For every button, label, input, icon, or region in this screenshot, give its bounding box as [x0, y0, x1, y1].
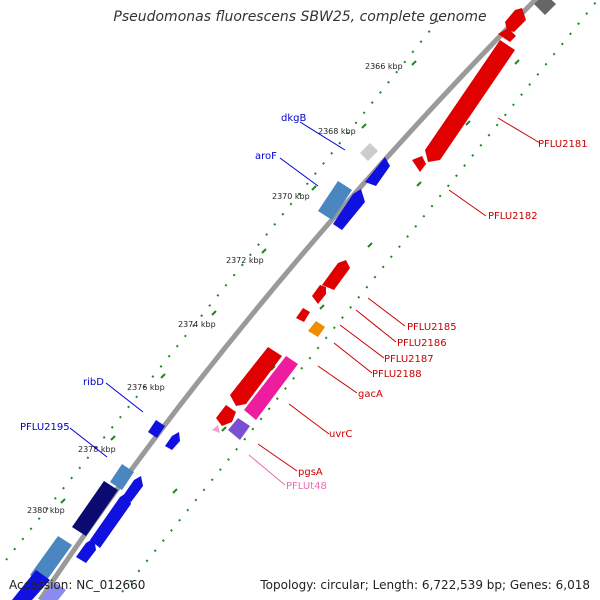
kbp-label: 2374 kbp — [178, 320, 216, 329]
gene-forward[interactable] — [76, 538, 96, 563]
gene-PFLU2187[interactable] — [296, 308, 310, 322]
gene-forward[interactable] — [40, 582, 66, 600]
gene-label: PFLU2186 — [397, 338, 447, 349]
map-title: Pseudomonas fluorescens SBW25, complete … — [113, 9, 487, 25]
gene-forward[interactable] — [365, 157, 390, 186]
gene-gacA[interactable] — [230, 347, 282, 406]
gene-uvrC[interactable] — [244, 356, 298, 420]
kbp-label: 2376 kbp — [127, 383, 165, 392]
gene-forward[interactable] — [12, 570, 50, 600]
gene-label: PFLUt48 — [286, 481, 327, 492]
topology-summary: Topology: circular; Length: 6,722,539 bp… — [260, 578, 590, 592]
gene-dkgB[interactable] — [360, 143, 378, 161]
gene-PFLU2186[interactable] — [312, 285, 326, 304]
gene-aroF[interactable] — [318, 181, 352, 220]
gene-PFLU2195[interactable] — [110, 464, 134, 490]
gene-label: gacA — [358, 389, 383, 400]
gene-reverse[interactable] — [498, 28, 516, 42]
gene-label: dkgB — [281, 113, 306, 124]
gene-forward[interactable] — [90, 492, 131, 548]
gene-PFLU2185[interactable] — [322, 260, 350, 290]
gene-label: PFLU2187 — [384, 354, 434, 365]
gene-PFLU2181[interactable] — [425, 40, 515, 162]
gene-PFLU2188[interactable] — [308, 321, 325, 337]
kbp-label: 2380 kbp — [27, 506, 65, 515]
gene-ribD[interactable] — [148, 420, 165, 438]
inner-tick-line — [121, 1, 597, 593]
gene-reverse[interactable] — [216, 405, 236, 426]
gene-label: aroF — [255, 151, 277, 162]
kbp-label: 2370 kbp — [272, 192, 310, 201]
gene-label: PFLU2185 — [407, 322, 457, 333]
gene-forward[interactable] — [30, 536, 72, 584]
gene-forward[interactable] — [165, 432, 180, 450]
gene-reverse[interactable] — [505, 8, 526, 32]
kbp-label: 2368 kbp — [318, 127, 356, 136]
gene-forward[interactable] — [72, 481, 118, 536]
gene-label: uvrC — [329, 429, 352, 440]
gene-label: PFLU2195 — [20, 422, 70, 433]
gene-pgsA[interactable] — [228, 418, 250, 440]
gene-label: PFLU2182 — [488, 211, 538, 222]
gene-label: PFLU2181 — [538, 139, 588, 150]
outer-tick-line — [5, 17, 441, 561]
kbp-label: 2366 kbp — [365, 62, 403, 71]
gene-forward[interactable] — [333, 189, 365, 230]
gene-label: ribD — [83, 377, 104, 388]
kbp-label: 2372 kbp — [226, 256, 264, 265]
accession-text: Accession: NC_012660 — [9, 578, 146, 592]
gene-PFLUt48[interactable] — [212, 425, 220, 433]
gene-label: PFLU2188 — [372, 369, 422, 380]
gene-label: pgsA — [298, 467, 323, 478]
gene-reverse[interactable] — [534, 0, 556, 15]
gene-PFLU2182[interactable] — [412, 156, 426, 172]
